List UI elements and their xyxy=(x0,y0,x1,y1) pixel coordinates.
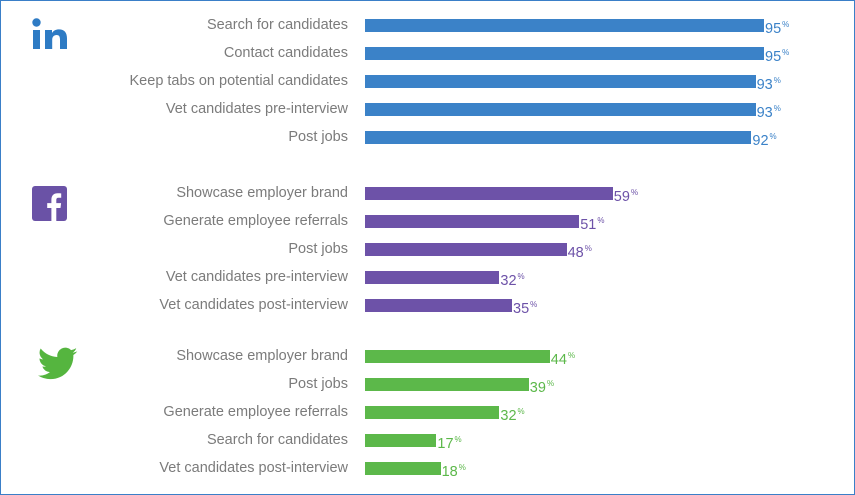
percent-sign: % xyxy=(584,244,592,253)
value-number: 92 xyxy=(752,133,769,149)
facebook-category-label: Generate employee referrals xyxy=(163,213,348,229)
twitter-category-label: Generate employee referrals xyxy=(163,404,348,420)
twitter-value-label: 18% xyxy=(442,459,466,481)
percent-sign: % xyxy=(773,104,781,113)
value-number: 18 xyxy=(441,464,458,480)
percent-sign: % xyxy=(630,188,639,197)
percent-sign: % xyxy=(517,272,525,281)
twitter-bar xyxy=(365,461,441,475)
linkedin-value-label: 95% xyxy=(765,16,789,38)
percent-sign: % xyxy=(782,20,790,29)
facebook-bar xyxy=(365,186,613,200)
twitter-bar xyxy=(365,433,437,447)
percent-sign: % xyxy=(597,216,605,225)
facebook-bar xyxy=(365,242,567,256)
twitter-value-label: 32% xyxy=(500,403,524,425)
linkedin-bar xyxy=(365,74,756,88)
linkedin-bar xyxy=(365,130,752,144)
twitter-bar xyxy=(365,405,500,419)
facebook-value-label: 59% xyxy=(614,184,638,206)
linkedin-category-label: Search for candidates xyxy=(206,17,348,33)
value-number: 48 xyxy=(567,245,584,261)
linkedin-bar xyxy=(365,18,764,32)
value-number: 32 xyxy=(500,273,517,289)
facebook-category-label: Vet candidates post-interview xyxy=(159,297,348,313)
facebook-bar xyxy=(365,298,512,312)
facebook-category-label: Vet candidates pre-interview xyxy=(165,269,348,285)
twitter-bird-icon xyxy=(38,347,78,386)
percent-sign: % xyxy=(546,379,555,388)
linkedin-value-label: 93% xyxy=(757,100,781,122)
facebook-logo-icon xyxy=(32,186,67,226)
linkedin-category-label: Keep tabs on potential candidates xyxy=(129,73,348,89)
linkedin-category-label: Contact candidates xyxy=(223,45,348,61)
linkedin-bar xyxy=(365,46,764,60)
twitter-category-label: Showcase employer brand xyxy=(176,348,348,364)
linkedin-logo-icon xyxy=(32,16,68,57)
percent-sign: % xyxy=(773,76,781,85)
percent-sign: % xyxy=(454,435,462,444)
twitter-bar xyxy=(365,377,529,391)
value-number: 32 xyxy=(500,408,517,424)
value-number: 51 xyxy=(580,217,597,233)
facebook-value-label: 35% xyxy=(513,296,537,318)
percent-sign: % xyxy=(458,463,466,472)
linkedin-value-label: 93% xyxy=(757,72,781,94)
percent-sign: % xyxy=(769,132,777,141)
linkedin-category-label: Vet candidates pre-interview xyxy=(165,101,348,117)
value-number: 17 xyxy=(437,436,454,452)
value-number: 59 xyxy=(613,189,630,205)
value-number: 39 xyxy=(529,380,546,396)
percent-sign: % xyxy=(567,351,576,360)
value-number: 95 xyxy=(765,49,782,65)
twitter-category-label: Post jobs xyxy=(288,376,348,392)
value-number: 95 xyxy=(765,21,782,37)
percent-sign: % xyxy=(530,300,538,309)
twitter-category-label: Vet candidates post-interview xyxy=(159,460,348,476)
value-number: 93 xyxy=(756,105,773,121)
twitter-value-label: 17% xyxy=(437,431,461,453)
twitter-value-label: 39% xyxy=(530,375,554,397)
linkedin-bar xyxy=(365,102,756,116)
facebook-value-label: 51% xyxy=(580,212,604,234)
facebook-bar xyxy=(365,214,580,228)
linkedin-value-label: 95% xyxy=(765,44,789,66)
percent-sign: % xyxy=(782,48,790,57)
facebook-category-label: Post jobs xyxy=(288,241,348,257)
twitter-category-label: Search for candidates xyxy=(206,432,348,448)
twitter-value-label: 44% xyxy=(551,347,575,369)
value-number: 93 xyxy=(756,77,773,93)
facebook-category-label: Showcase employer brand xyxy=(176,185,348,201)
value-number: 35 xyxy=(513,301,530,317)
value-number: 44 xyxy=(550,352,567,368)
facebook-value-label: 48% xyxy=(568,240,592,262)
twitter-bar xyxy=(365,349,550,363)
facebook-value-label: 32% xyxy=(500,268,524,290)
linkedin-value-label: 92% xyxy=(752,128,776,150)
linkedin-category-label: Post jobs xyxy=(288,129,348,145)
percent-sign: % xyxy=(517,407,525,416)
facebook-bar xyxy=(365,270,500,284)
